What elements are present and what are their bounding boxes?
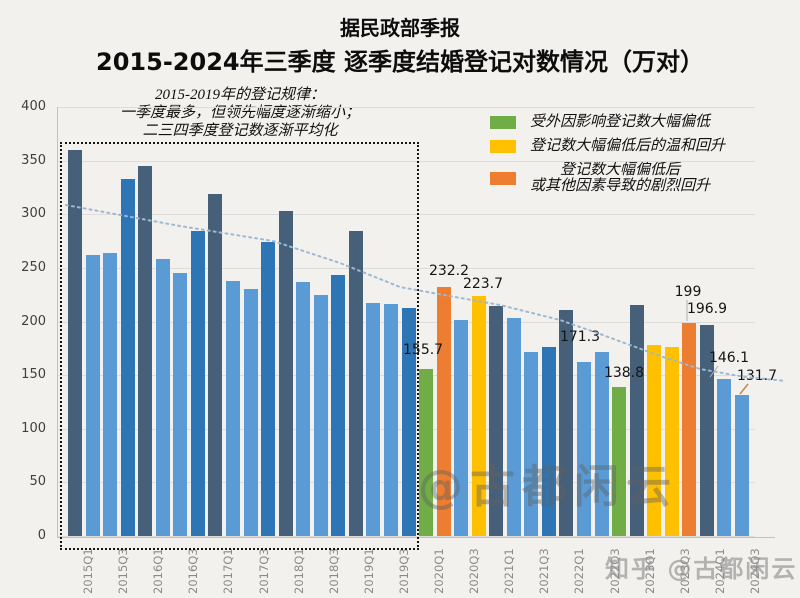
legend: 受外因影响登记数大幅偏低 登记数大幅偏低后的温和回升登记数大幅偏低后 或其他因素导致…: [490, 114, 790, 202]
legend-swatch-icon: [490, 115, 516, 129]
bar-2022Q2: [577, 362, 592, 536]
y-axis-tick-200: 200: [21, 313, 46, 329]
x-axis-tick-2021Q3: 2021Q3: [537, 548, 552, 594]
watermark-bottom: 知乎 @古都闲云: [605, 555, 798, 583]
annotation-line-1: 2015-2019年的登记规律：: [155, 87, 325, 103]
x-axis-tick-2015Q3: 2015Q3: [116, 548, 131, 594]
y-axis-tick-250: 250: [21, 259, 46, 275]
data-label-2023Q4: 199: [674, 284, 702, 300]
y-axis-line: [57, 107, 58, 537]
highlight-box-2015-2019: [60, 142, 419, 550]
x-axis-tick-2018Q3: 2018Q3: [326, 548, 341, 594]
annotation-line-2: 一季度最多，但领先幅度逐渐缩小；: [119, 105, 360, 121]
gridline-350: [57, 160, 755, 162]
x-axis-tick-2016Q1: 2016Q1: [151, 548, 166, 594]
x-axis-line: [57, 537, 775, 538]
x-axis-tick-2020Q1: 2020Q1: [432, 548, 447, 594]
data-label-2024Q2: 146.1: [708, 350, 750, 366]
data-label-2024Q1: 196.9: [686, 301, 728, 317]
y-axis-tick-300: 300: [21, 206, 46, 222]
chart-source-title: 据民政部季报: [340, 16, 460, 40]
legend-label: 登记数大幅偏低后的温和回升: [530, 138, 726, 154]
y-axis-tick-100: 100: [21, 420, 46, 436]
legend-label: 登记数大幅偏低后 或其他因素导致的剧烈回升: [530, 162, 711, 194]
x-axis-tick-2019Q3: 2019Q3: [396, 548, 411, 594]
bar-2022Q3: [594, 352, 609, 536]
data-label-2022Q3: 171.3: [559, 329, 601, 345]
y-axis-tick-350: 350: [21, 152, 46, 168]
x-axis-tick-2018Q1: 2018Q1: [291, 548, 306, 594]
x-axis-tick-2016Q3: 2016Q3: [186, 548, 201, 594]
bar-2022Q4: [612, 387, 627, 536]
gridline-0: [57, 536, 755, 537]
bar-2024Q3: [735, 394, 749, 536]
legend-item-0: 受外因影响登记数大幅偏低: [490, 114, 790, 130]
y-axis-tick-0: 0: [37, 528, 46, 543]
bar-2021Q4: [541, 347, 556, 536]
page-title: 2015-2024年三季度 逐季度结婚登记对数情况（万对）: [96, 48, 704, 76]
bar-2024Q2: [717, 379, 732, 536]
bar-2023Q4: [682, 322, 697, 536]
gridline-400: [57, 107, 755, 108]
bar-2023Q2: [647, 345, 662, 536]
bar-2023Q3: [664, 347, 679, 536]
leader-line-131-7: [739, 383, 749, 395]
legend-swatch-icon: [490, 139, 516, 153]
y-axis-tick-400: 400: [21, 99, 46, 114]
y-axis-tick-50: 50: [29, 474, 46, 490]
data-label-2020Q4: 223.7: [462, 276, 504, 292]
x-axis-tick-2020Q3: 2020Q3: [467, 548, 482, 594]
y-axis-tick-150: 150: [21, 367, 46, 383]
bar-2020Q1: [419, 369, 434, 536]
legend-swatch-icon: [490, 171, 516, 185]
x-axis-tick-2021Q1: 2021Q1: [502, 548, 517, 594]
legend-label: 受外因影响登记数大幅偏低: [530, 114, 711, 130]
annotation-line-3: 二三四季度登记数逐渐平均化: [142, 123, 338, 139]
legend-item-1: 登记数大幅偏低后的温和回升: [490, 138, 790, 154]
watermark-center: @古都闲云: [418, 460, 679, 513]
x-axis-tick-2019Q1: 2019Q1: [361, 548, 376, 594]
x-axis-tick-2017Q3: 2017Q3: [256, 548, 271, 594]
x-axis-tick-2022Q1: 2022Q1: [572, 548, 587, 594]
legend-item-2: 登记数大幅偏低后 或其他因素导致的剧烈回升: [490, 162, 790, 194]
data-label-2022Q4: 138.8: [603, 365, 645, 381]
annotation-2015-2019-pattern: 2015-2019年的登记规律： 一季度最多，但领先幅度逐渐缩小； 二三四季度登…: [60, 86, 420, 140]
data-label-2024Q3: 131.7: [736, 368, 778, 384]
x-axis-tick-2017Q1: 2017Q1: [221, 548, 236, 594]
x-axis-tick-2015Q1: 2015Q1: [81, 548, 95, 594]
bar-2021Q3: [524, 351, 539, 536]
